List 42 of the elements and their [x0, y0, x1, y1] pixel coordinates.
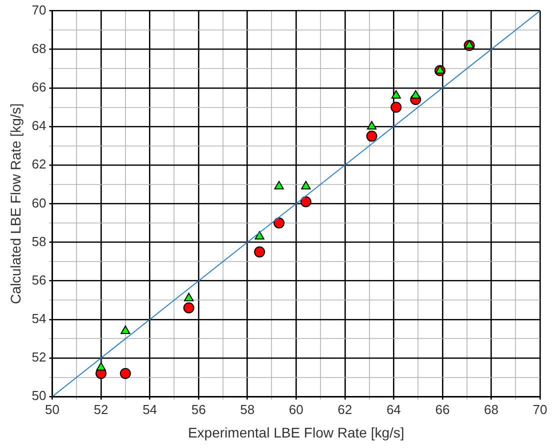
- x-tick-label: 56: [191, 402, 206, 417]
- point: [435, 65, 445, 74]
- x-tick-label: 62: [338, 402, 352, 417]
- x-axis-title: Experimental LBE Flow Rate [kg/s]: [188, 424, 404, 440]
- point: [366, 130, 378, 142]
- y-tick-label: 70: [32, 2, 46, 18]
- y-tick-label: 68: [32, 40, 46, 56]
- y-tick-label: 60: [32, 195, 46, 210]
- y-tick-label: 50: [32, 388, 46, 404]
- x-tick-label: 60: [288, 402, 304, 417]
- point: [391, 90, 401, 99]
- point: [410, 90, 420, 99]
- point: [96, 362, 106, 371]
- y-tick-label: 58: [32, 234, 46, 249]
- point: [184, 292, 194, 302]
- point: [464, 40, 474, 49]
- point: [254, 246, 266, 258]
- point: [120, 368, 131, 379]
- point: [366, 121, 377, 130]
- y-tick-label: 54: [32, 311, 46, 326]
- y-axis-title: Calculated LBE Flow Rate [kg/s]: [7, 103, 24, 304]
- point: [301, 180, 311, 190]
- x-tick-label: 70: [532, 402, 548, 417]
- x-tick-label: 66: [435, 402, 450, 417]
- point: [274, 217, 285, 228]
- x-tick-label: 54: [142, 402, 158, 417]
- x-tick-label: 52: [94, 402, 108, 417]
- x-tick-label: 64: [386, 402, 401, 417]
- point: [183, 302, 194, 314]
- point: [390, 102, 402, 113]
- y-tick-label: 64: [32, 118, 46, 134]
- x-tick-label: 50: [45, 402, 60, 417]
- point: [120, 326, 130, 334]
- point: [254, 230, 264, 240]
- x-tick-label: 58: [240, 402, 255, 417]
- point: [274, 180, 284, 190]
- y-tick-label: 66: [32, 80, 46, 95]
- y-tick-label: 52: [32, 350, 46, 365]
- y-tick-label: 62: [32, 156, 46, 172]
- point: [300, 196, 312, 208]
- x-tick-label: 68: [484, 402, 498, 417]
- y-tick-label: 56: [32, 272, 46, 288]
